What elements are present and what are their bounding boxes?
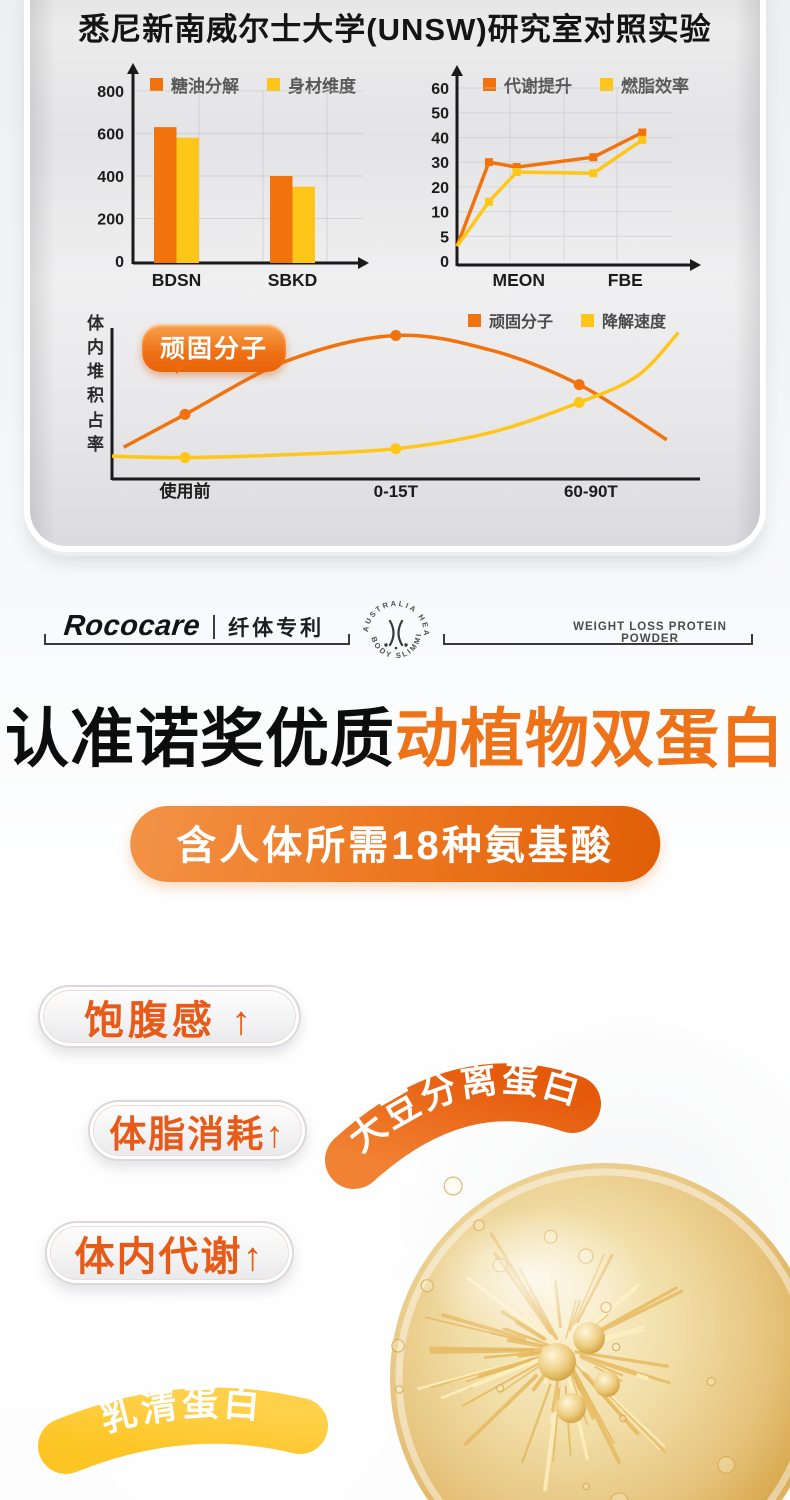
curve-chart-y-axis-label: 体内堆积占率: [87, 314, 104, 454]
benefit-badge-satiety: 饱腹感 ↑: [38, 985, 301, 1048]
svg-text:20: 20: [431, 180, 449, 197]
australia-stamp-icon: AUSTRALIA HEALTHY BODY SLIMMING: [356, 593, 429, 660]
svg-text:50: 50: [431, 106, 449, 123]
soy-ribbon-label: 大豆分离蛋白: [341, 1058, 584, 1159]
right-bracket-line: [443, 634, 753, 645]
legend-swatch-icon: [267, 78, 280, 91]
golden-sphere-image: [390, 1163, 790, 1500]
legend-label: 燃脂效率: [621, 77, 689, 96]
legend-swatch-icon: [150, 78, 163, 91]
legend-swatch-icon: [468, 313, 481, 327]
curve-chart-legend: 顽固分子 降解速度: [468, 308, 666, 332]
whey-protein-ribbon: 乳清蛋白: [36, 1382, 331, 1495]
main-headline: 认准诺奖优质动植物双蛋白: [0, 696, 790, 782]
sparkle-burst: [391, 1176, 736, 1500]
svg-text:60: 60: [431, 81, 449, 98]
stubborn-molecule-callout: 顽固分子: [142, 324, 287, 372]
divider: [213, 614, 216, 639]
svg-text:0: 0: [115, 254, 124, 271]
brand-patent-label: 纤体专利: [228, 616, 325, 640]
svg-text:800: 800: [97, 84, 124, 101]
svg-text:600: 600: [97, 127, 124, 144]
line-chart: 0 5 10 20 30 40 50 60 MEON FBE: [431, 65, 701, 290]
svg-text:BDSN: BDSN: [152, 270, 202, 290]
whey-ribbon-label: 乳清蛋白: [96, 1382, 261, 1439]
svg-text:0-15T: 0-15T: [374, 482, 419, 501]
headline-black-part: 认准诺奖优质: [5, 703, 395, 775]
svg-text:使用前: 使用前: [159, 481, 211, 501]
amino-acid-pill: 含人体所需18种氨基酸: [130, 806, 660, 882]
svg-text:大豆分离蛋白: 大豆分离蛋白: [341, 1058, 587, 1159]
headline-orange-part: 动植物双蛋白: [395, 703, 785, 775]
svg-text:5: 5: [440, 229, 449, 246]
soy-protein-ribbon: 大豆分离蛋白: [320, 1058, 605, 1201]
svg-text:乳清蛋白: 乳清蛋白: [96, 1382, 265, 1439]
legend-swatch-icon: [581, 313, 595, 327]
svg-text:40: 40: [431, 130, 449, 147]
svg-text:MEON: MEON: [493, 270, 546, 290]
legend-label: 代谢提升: [504, 77, 572, 96]
svg-text:SBKD: SBKD: [268, 270, 318, 290]
svg-text:400: 400: [97, 169, 124, 186]
bar-chart: 0 200 400 600 800 BDSN SBKD: [97, 63, 369, 290]
legend-item: 降解速度: [581, 308, 666, 332]
svg-text:60-90T: 60-90T: [564, 482, 618, 501]
svg-text:FBE: FBE: [608, 270, 643, 290]
legend-label: 顽固分子: [489, 314, 554, 331]
experiment-title: 悉尼新南威尔士大学(UNSW)研究室对照实验: [78, 12, 712, 47]
curve-chart: 使用前 0-15T 60-90T: [110, 328, 700, 501]
legend-item: 顽固分子: [468, 308, 553, 332]
left-bracket-line: [44, 634, 350, 645]
svg-text:30: 30: [431, 155, 449, 172]
sphere-body: [390, 1163, 790, 1500]
body-curve-icon: [388, 619, 404, 647]
brand-block: Rococare 纤体专利: [62, 610, 325, 643]
experiment-card: 悉尼新南威尔士大学(UNSW)研究室对照实验 糖油分解 身材维度 0 200 400 6…: [30, 0, 760, 546]
stamp-dots: [384, 643, 408, 650]
svg-text:200: 200: [97, 212, 124, 229]
svg-text:10: 10: [431, 205, 449, 222]
brand-english-tagline: WEIGHT LOSS PROTEIN POWDER: [573, 621, 727, 645]
benefit-badge-fat-burn: 体脂消耗↑: [88, 1100, 307, 1161]
svg-text:0: 0: [440, 254, 449, 271]
benefit-badge-metabolism: 体内代谢↑: [45, 1221, 294, 1285]
legend-label: 降解速度: [602, 314, 667, 331]
